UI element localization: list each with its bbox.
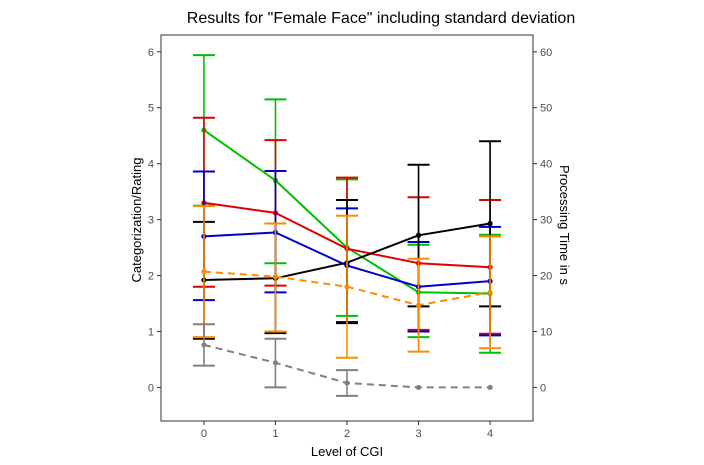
right-tick-label: 50 [540, 103, 552, 115]
left-tick-label: 2 [148, 271, 154, 283]
right-y-axis-title: Processing Time in s [557, 165, 572, 285]
chart-title: Results for "Female Face" including stan… [187, 10, 575, 27]
series-point [201, 269, 207, 275]
series-point [487, 384, 493, 391]
left-tick-label: 6 [148, 47, 154, 59]
left-tick-label: 4 [148, 159, 154, 171]
x-tick-label: 0 [201, 428, 207, 440]
x-tick-label: 3 [415, 428, 421, 440]
right-tick-label: 10 [540, 326, 552, 338]
left-tick-label: 5 [148, 103, 154, 115]
series-point [487, 220, 493, 227]
series-point [201, 342, 207, 348]
x-tick-label: 4 [487, 428, 493, 440]
series-point [344, 380, 350, 386]
series-point [415, 384, 422, 391]
left-y-axis-title: Categorization/Rating [129, 157, 144, 282]
series-point [272, 360, 279, 366]
series-point [344, 284, 350, 290]
x-tick-label: 2 [344, 428, 350, 440]
right-tick-label: 60 [540, 47, 552, 59]
x-tick-label: 1 [272, 428, 278, 440]
right-tick-label: 40 [540, 159, 552, 171]
x-axis-title: Level of CGI [311, 444, 383, 459]
right-tick-label: 0 [540, 382, 546, 394]
series-point [487, 289, 493, 295]
left-tick-label: 0 [148, 382, 154, 394]
right-tick-label: 30 [540, 215, 552, 227]
series-line [203, 270, 491, 307]
left-tick-label: 3 [148, 215, 154, 227]
right-tick-label: 20 [540, 271, 552, 283]
series-point [415, 302, 422, 308]
series-point [272, 274, 279, 280]
series-point [415, 232, 422, 238]
left-tick-label: 1 [148, 326, 154, 338]
